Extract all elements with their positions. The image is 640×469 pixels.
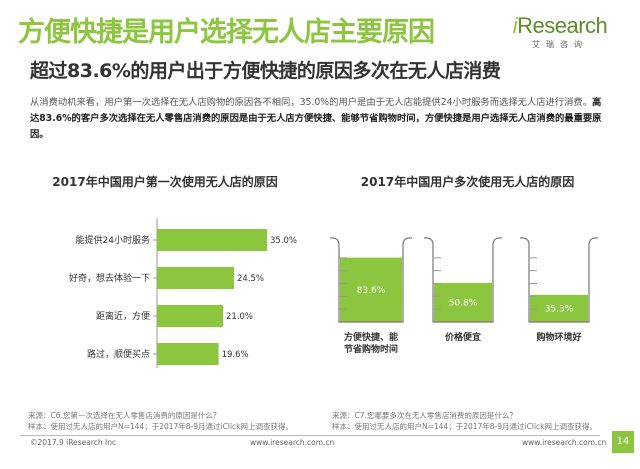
- left-bar-2: [157, 305, 223, 327]
- right-category-label-1-0: 价格便宜: [445, 331, 481, 343]
- description-highlight: 高达83.6%的客户多次选择在无人零售店消费的原因是由于无人店方便快捷、能够节省…: [30, 97, 602, 140]
- right-bar-1: [434, 282, 492, 322]
- left-bar-0: [157, 229, 267, 251]
- left-category-label-2: 距离近，方便: [96, 310, 150, 322]
- right-value-label-1: 50.8%: [449, 298, 478, 308]
- page-title: 方便快捷是用户选择无人店主要原因: [18, 17, 435, 48]
- source-right-line-2: 样本：使用过无人店的用户N=144；于2017年8-9月通过iClick网上调查…: [332, 422, 597, 431]
- right-beaker-outline-1: [423, 237, 503, 323]
- left-category-label-0: 能提供24小时服务: [76, 234, 150, 246]
- left-value-label-0: 35.0%: [270, 236, 297, 246]
- brand-logo: iResearch 艾瑞咨询: [510, 14, 610, 50]
- right-bar-0: [340, 257, 402, 322]
- left-value-label-1: 24.5%: [237, 274, 264, 284]
- left-value-label-3: 19.6%: [222, 350, 249, 360]
- brand-logo-text: iResearch: [512, 13, 608, 38]
- right-value-label-0: 83.6%: [357, 286, 386, 296]
- source-note-left: 来源：C6.您第一次选择在无人零售店消费的原因是什么？ 样本：使用过无人店的用户…: [28, 410, 293, 432]
- right-bar-2: [530, 294, 588, 322]
- left-bar-3: [157, 343, 219, 365]
- right-value-label-2: 35.3%: [545, 304, 574, 314]
- right-beaker-outline-0: [329, 237, 413, 323]
- right-category-label-2-0: 购物环境好: [536, 331, 581, 343]
- right-chart-title: 2017年中国用户多次使用无人店的原因: [360, 175, 575, 189]
- left-bar-1: [157, 267, 234, 289]
- description-paragraph: 从消费动机来看，用户第一次选择在无人店购物的原因各不相同，35.0%的用户是由于…: [30, 95, 605, 143]
- right-category-label-0-1: 节省购物时间: [344, 343, 398, 355]
- right-beaker-outline-2: [519, 237, 599, 323]
- left-category-label-3: 路过，顺便买点: [87, 348, 150, 360]
- description-text: 从消费动机来看，用户第一次选择在无人店购物的原因各不相同，35.0%的用户是由于…: [30, 97, 592, 108]
- copyright: ©2017.9 iResearch Inc: [30, 438, 117, 447]
- page-subtitle: 超过83.6%的用户出于方便快捷的原因多次在无人店消费: [30, 60, 501, 82]
- left-category-label-1: 好奇，想去体验一下: [69, 272, 150, 284]
- page-number: 14: [612, 431, 634, 453]
- left-chart-title: 2017年中国用户第一次使用无人店的原因: [52, 175, 278, 189]
- source-note-right: 来源：C7.您哪要多次在无人零售店消费的原因是什么？ 样本：使用过无人店的用户N…: [332, 410, 597, 432]
- footer-divider: [20, 435, 600, 436]
- brand-subtitle: 艾瑞咨询: [532, 40, 588, 49]
- brand-logo-rest: Research: [517, 13, 608, 38]
- right-category-label-0-0: 方便快捷、能: [344, 331, 398, 343]
- source-right-line-1: 来源：C7.您哪要多次在无人零售店消费的原因是什么？: [332, 411, 517, 420]
- source-left-line-2: 样本：使用过无人店的用户N=144；于2017年8-9月通过iClick网上调查…: [28, 422, 293, 431]
- website-center: www.iresearch.com.cn: [250, 438, 335, 447]
- left-value-label-2: 21.0%: [226, 312, 253, 322]
- website-right: www.iresearch.com.cn: [522, 438, 607, 447]
- source-left-line-1: 来源：C6.您第一次选择在无人零售店消费的原因是什么？: [28, 411, 221, 420]
